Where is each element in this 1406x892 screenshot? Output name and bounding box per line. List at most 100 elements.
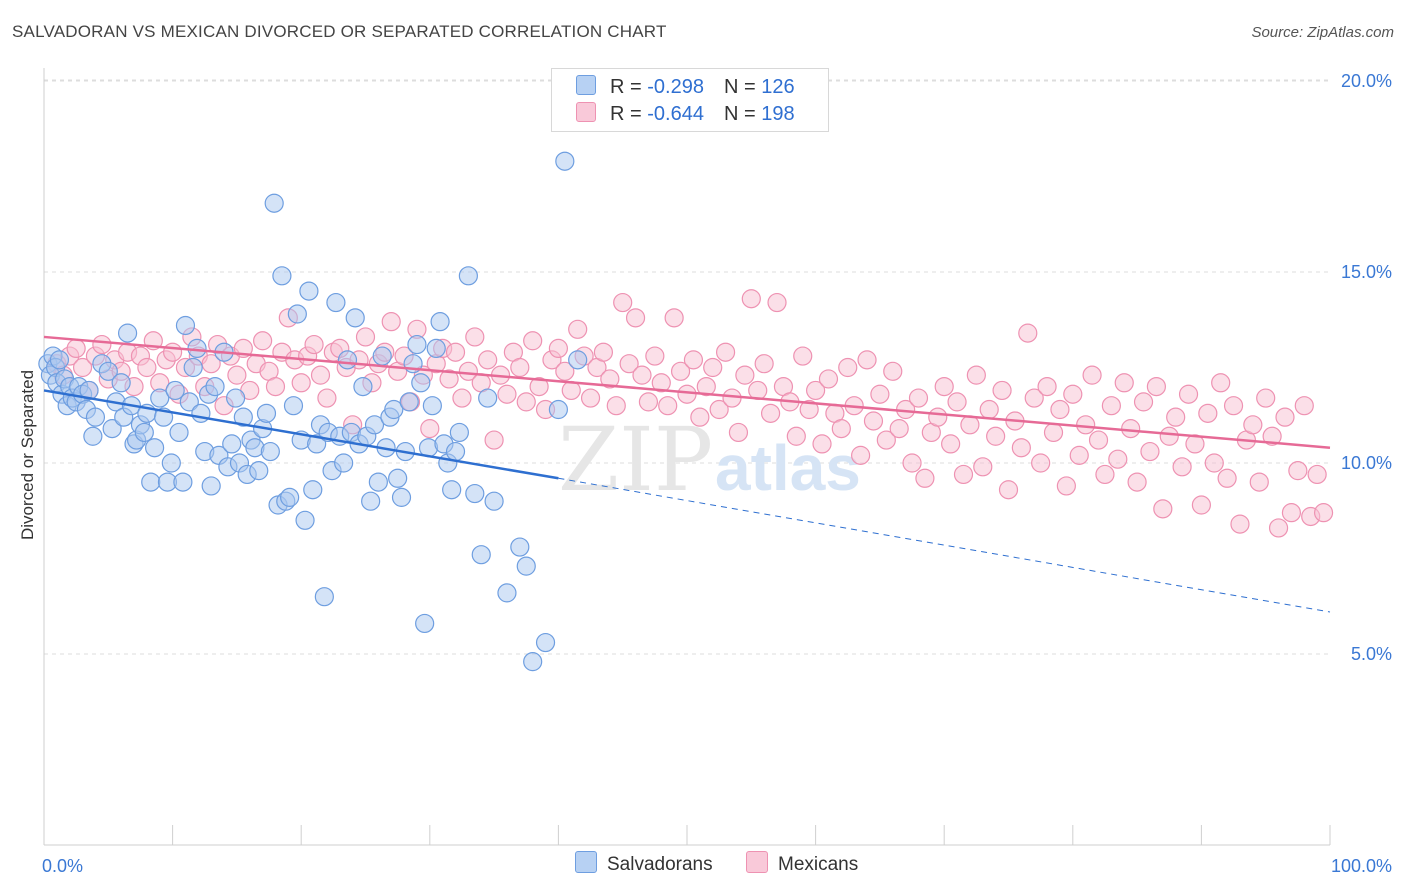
y-tick-label-0: 5.0% <box>1351 644 1392 664</box>
trend-lines <box>43 335 1331 613</box>
mexicans-point-131 <box>889 419 909 439</box>
mexicans-point-28 <box>227 365 247 385</box>
salvadorans-point-118 <box>510 537 530 557</box>
mexicans-point-58 <box>420 419 440 439</box>
salvadorans-point-5 <box>49 350 70 370</box>
salvadorans-point-86 <box>353 377 373 397</box>
salvadorans-point-90 <box>368 472 388 492</box>
mexicans-point-188 <box>1256 388 1276 408</box>
mexicans-point-164 <box>1101 396 1121 416</box>
mexicans-point-67 <box>478 350 498 370</box>
salvadorans-point-37 <box>165 380 185 401</box>
salvadorans-points <box>38 151 588 672</box>
salvadorans-point-94 <box>384 399 404 420</box>
mexicans-point-166 <box>1114 373 1134 393</box>
salvadorans-point-124 <box>568 350 588 370</box>
legend-row-mexicans: R = -0.644 N = 198 <box>576 102 795 128</box>
mexicans-point-96 <box>664 308 684 328</box>
salvadorans-point-102 <box>415 613 435 634</box>
x-tick-label-0: 0.0% <box>42 856 83 876</box>
legend-item-salvadorans: Salvadorans <box>575 851 713 876</box>
salvadorans-point-110 <box>445 441 466 462</box>
salvadorans-point-15 <box>79 380 99 401</box>
mexicans-point-38 <box>291 373 311 393</box>
watermark-zip: ZIP <box>558 408 713 511</box>
salvadorans-point-55 <box>233 407 253 427</box>
salvadorans-point-98 <box>399 392 419 412</box>
mexicans-point-172 <box>1153 499 1173 519</box>
mexicans-point-194 <box>1294 396 1314 416</box>
salvadorans-point-79 <box>326 292 346 313</box>
mexicans-point-160 <box>1076 415 1096 435</box>
mexicans-point-127 <box>863 411 884 431</box>
mexicans-point-143 <box>966 365 986 385</box>
mexicans-point-62 <box>445 342 466 362</box>
mexicans-point-165 <box>1108 449 1128 469</box>
mexicans-point-190 <box>1268 518 1289 538</box>
mexicans-point-159 <box>1069 445 1089 465</box>
source-label: Source: ZipAtlas.com <box>1251 24 1394 41</box>
mexicans-point-158 <box>1063 384 1083 404</box>
mexicans-point-74 <box>523 331 543 351</box>
mexicans-point-7 <box>92 334 112 355</box>
salvadorans-point-84 <box>345 308 365 328</box>
salvadorans-point-113 <box>465 483 485 504</box>
salvadorans-point-19 <box>98 361 118 381</box>
mexicans-point-4 <box>72 357 93 378</box>
mexicans-point-90 <box>625 308 646 328</box>
salvadorans-point-65 <box>272 266 292 286</box>
mexicans-point-196 <box>1307 464 1327 485</box>
mexicans-point-72 <box>510 357 530 378</box>
stats-legend: R = -0.298 N = 126 R = -0.644 N = 198 <box>551 68 829 132</box>
salvadorans-point-111 <box>449 422 469 443</box>
legend-swatch-salvadorans <box>575 851 597 873</box>
mexicans-point-14 <box>137 357 157 378</box>
mexicans-point-48 <box>355 327 376 347</box>
legend-swatch-blue <box>576 75 596 95</box>
mexicans-point-89 <box>619 354 639 374</box>
salvadorans-point-32 <box>144 438 165 458</box>
mexicans-point-130 <box>883 361 903 381</box>
mexicans-point-120 <box>818 369 839 389</box>
mexicans-point-110 <box>754 354 774 374</box>
salvadorans-point-109 <box>442 480 462 500</box>
mexicans-point-134 <box>908 388 929 408</box>
mexicans-point-186 <box>1243 415 1263 435</box>
mexicans-point-104 <box>715 342 736 362</box>
salvadorans-point-36 <box>161 453 181 473</box>
mexicans-point-155 <box>1043 422 1064 443</box>
mexicans-point-103 <box>709 399 729 420</box>
mexicans-point-178 <box>1191 495 1212 515</box>
salvadorans-point-82 <box>337 350 358 370</box>
y-tick-label-3: 20.0% <box>1341 71 1392 91</box>
mexicans-point-86 <box>600 369 620 389</box>
mexicans-point-93 <box>645 346 665 366</box>
mexicans-point-97 <box>670 361 691 381</box>
watermark-atlas: atlas <box>715 432 861 504</box>
salvadorans-point-121 <box>535 632 556 653</box>
mexicans-point-148 <box>998 480 1019 500</box>
salvadorans-point-122 <box>548 399 569 420</box>
mexicans-point-41 <box>310 365 331 385</box>
mexicans-point-144 <box>973 457 993 477</box>
mexicans-point-52 <box>381 312 401 332</box>
mexicans-point-150 <box>1011 438 1031 458</box>
y-axis-label: Divorced or Separated <box>18 370 37 540</box>
legend-row-salvadorans: R = -0.298 N = 126 <box>576 75 795 101</box>
salvadorans-point-112 <box>458 266 478 286</box>
mexicans-point-175 <box>1172 457 1192 477</box>
salvadorans-point-116 <box>484 491 504 511</box>
salvadorans-point-95 <box>388 468 408 488</box>
mexicans-point-85 <box>593 342 614 362</box>
salvadorans-point-114 <box>471 545 491 565</box>
mexicans-point-81 <box>568 319 588 339</box>
mexicans-point-142 <box>960 415 980 435</box>
mexicans-point-153 <box>1031 453 1051 473</box>
mexicans-point-68 <box>484 430 504 450</box>
salvadorans-point-48 <box>205 377 225 397</box>
mexicans-point-18 <box>163 342 183 362</box>
mexicans-point-73 <box>516 392 536 412</box>
mexicans-point-116 <box>793 346 813 366</box>
mexicans-point-92 <box>638 392 659 412</box>
n-label: N = <box>723 103 762 125</box>
